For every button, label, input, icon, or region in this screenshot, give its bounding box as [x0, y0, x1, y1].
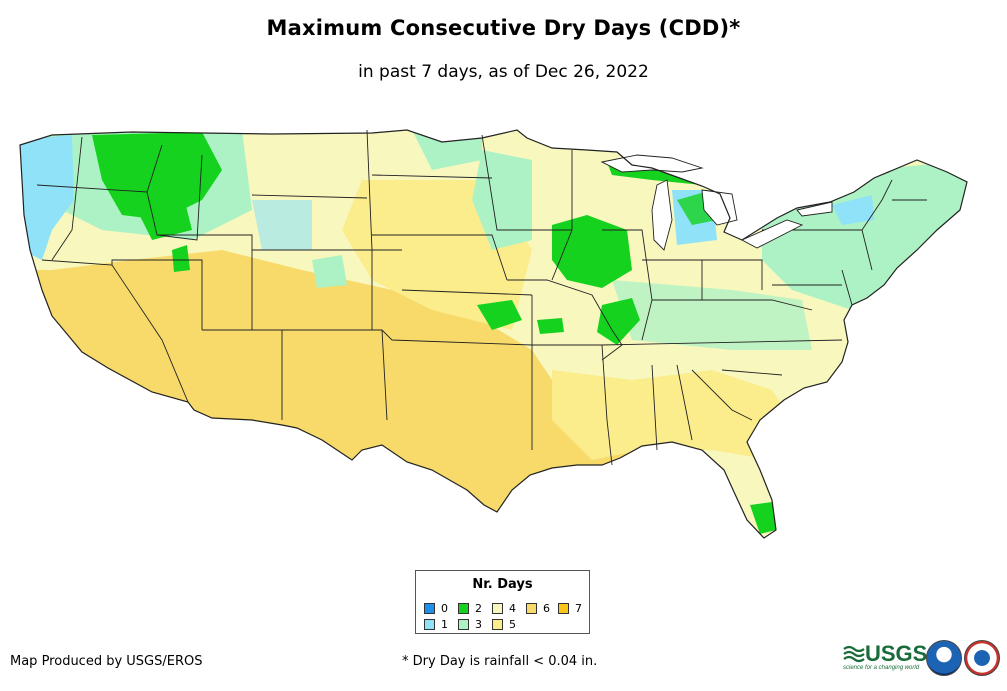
legend-item-5: 5 — [492, 617, 516, 631]
usgs-wave-icon — [843, 645, 865, 663]
legend-item-0: 0 — [424, 601, 448, 615]
cdd-map — [12, 120, 972, 550]
legend-item-1: 1 — [424, 617, 448, 631]
legend-label: 6 — [543, 601, 550, 615]
usgs-logo: USGS science for a changing world — [843, 641, 928, 671]
legend-label: 0 — [441, 601, 448, 615]
legend-swatch — [458, 618, 469, 630]
legend-label: 4 — [509, 601, 516, 615]
map-title: Maximum Consecutive Dry Days (CDD)* — [266, 16, 741, 40]
legend-item-7: 7 — [558, 601, 582, 615]
legend-swatch — [458, 602, 469, 614]
usgs-logo-text: USGS — [865, 641, 928, 666]
cdd-shading — [20, 130, 967, 538]
state-boundaries — [36, 129, 927, 466]
legend-label: 7 — [575, 601, 582, 615]
legend-item-6: 6 — [526, 601, 550, 615]
nws-logo — [964, 640, 1000, 676]
legend-swatch — [424, 602, 435, 614]
us-map-svg — [19, 129, 968, 539]
legend-label: 3 — [475, 617, 482, 631]
great-lakes — [600, 154, 833, 251]
map-subtitle: in past 7 days, as of Dec 26, 2022 — [358, 62, 649, 82]
noaa-logo — [926, 640, 962, 676]
footnote-text: * Dry Day is rainfall < 0.04 in. — [402, 654, 598, 669]
legend-item-3: 3 — [458, 617, 482, 631]
legend-title: Nr. Days — [472, 577, 533, 592]
usgs-tagline: science for a changing world — [843, 665, 920, 671]
legend-swatch — [526, 602, 537, 614]
legend-item-4: 4 — [492, 601, 516, 615]
legend-swatch — [424, 618, 435, 630]
legend-label: 5 — [509, 617, 516, 631]
legend-swatch — [558, 602, 569, 614]
credit-text: Map Produced by USGS/EROS — [10, 654, 203, 669]
legend-swatch — [492, 602, 503, 614]
legend-item-2: 2 — [458, 601, 482, 615]
legend-swatch — [492, 618, 503, 630]
legend-label: 2 — [475, 601, 482, 615]
legend-label: 1 — [441, 617, 448, 631]
legend: Nr. Days 0 1 2 3 4 5 6 7 — [415, 570, 590, 634]
